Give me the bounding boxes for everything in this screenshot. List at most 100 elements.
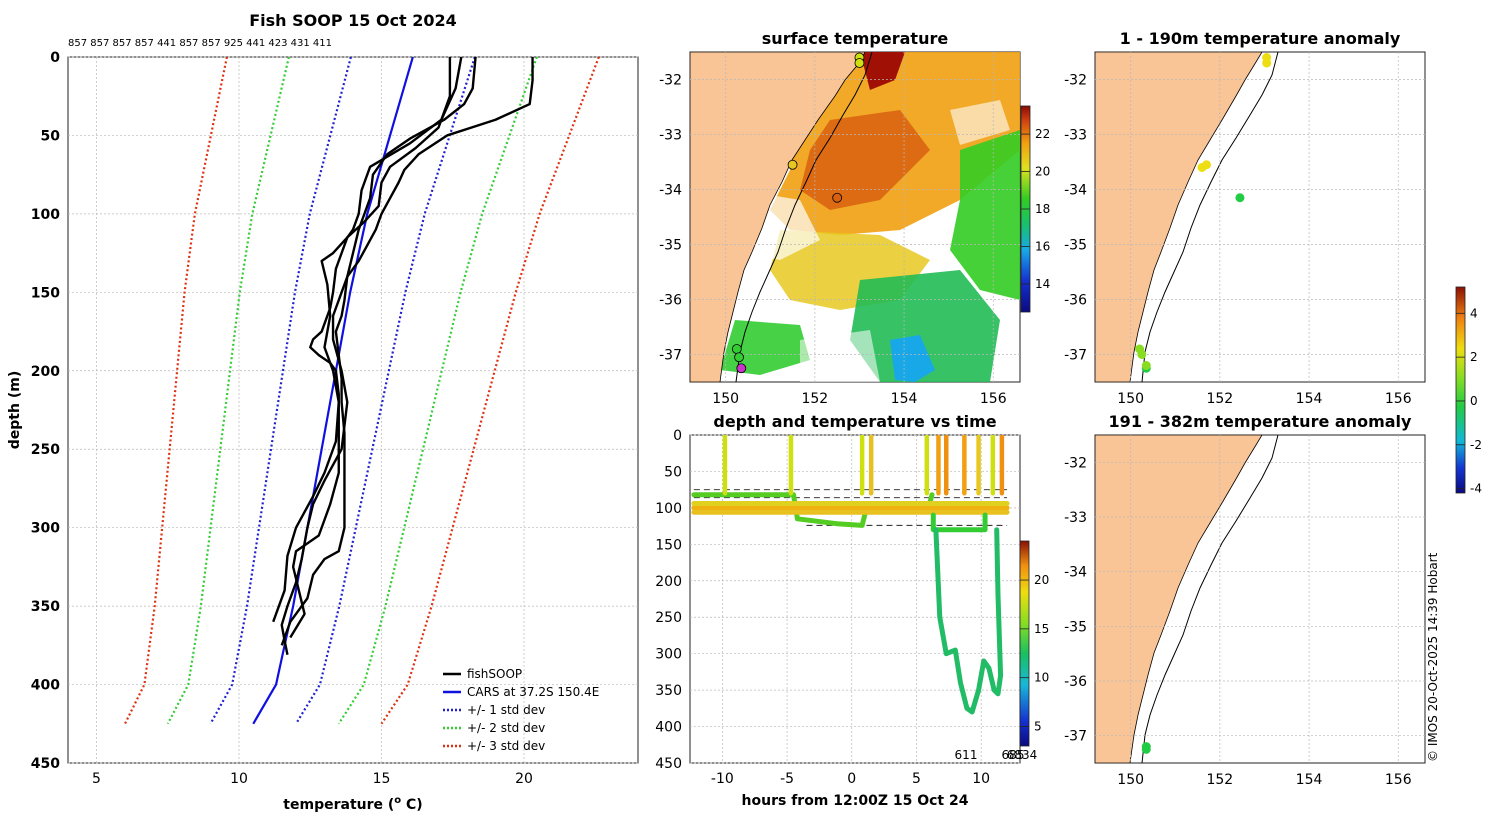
profile-ytick-label: 450 — [31, 756, 60, 772]
fishsoop-profile — [272, 57, 452, 623]
sst-station — [734, 352, 744, 363]
xlabel-sup: o — [394, 795, 401, 806]
profile-legend: fishSOOP CARS at 37.2S 150.4E +/- 1 std … — [443, 667, 599, 753]
map-xtick-label: 152 — [1206, 391, 1233, 407]
anomaly-top-point — [1235, 193, 1245, 203]
fishsoop-profile — [280, 57, 534, 655]
anomaly-top-points — [1135, 53, 1272, 373]
map-ytick-label: -36 — [659, 293, 682, 309]
anomaly-top-title: 1 - 190m temperature anomaly — [1120, 29, 1401, 48]
map-ytick-label: -35 — [659, 238, 682, 254]
timeseries-tracks — [691, 435, 1010, 715]
map-xtick-label: 156 — [980, 391, 1007, 407]
map-ytick-label: -33 — [1064, 128, 1087, 144]
xlabel-end: C) — [401, 797, 423, 813]
timeseries-track — [930, 512, 988, 533]
map-ytick-label: -35 — [1064, 619, 1087, 635]
timeseries-ytick-label: 100 — [655, 501, 682, 517]
anomaly-top-ticks: 150 152 154 156 -32 -33 -34 -35 -36 -37 — [1064, 73, 1412, 408]
anomaly-top-point — [1262, 58, 1272, 68]
map-xtick-label: 156 — [1385, 391, 1412, 407]
anomaly-bottom-title: 191 - 382m temperature anomaly — [1109, 412, 1412, 431]
map-ytick-label: -37 — [1064, 348, 1087, 364]
anomaly-top-shelf-contour — [1141, 52, 1279, 382]
anomaly-colorbar-ticks: -4 -2 0 2 4 — [1456, 306, 1482, 496]
sst-stations — [731, 52, 865, 374]
anomaly-colorbar — [1455, 286, 1466, 494]
legend-label-std2: +/- 2 std dev — [467, 721, 545, 735]
profile-xtick-label: 10 — [230, 771, 248, 787]
map-ytick-label: -33 — [659, 128, 682, 144]
timeseries-ytick-label: 450 — [655, 756, 682, 772]
timeseries-label-6834: 6834 — [1007, 748, 1038, 762]
map-ytick-label: -35 — [1064, 238, 1087, 254]
timeseries-label-611: 611 — [955, 748, 978, 762]
timeseries-xtick-label: 5 — [912, 771, 921, 787]
anomaly-top-panel: 150 152 154 156 -32 -33 -34 -35 -36 -37 1 - 190m … — [1064, 29, 1426, 408]
credit-footer: © IMOS 20-Oct-2025 14:39 Hobart — [1426, 552, 1440, 762]
legend-label-std1: +/- 1 std dev — [467, 703, 545, 717]
profile-ytick-label: 400 — [31, 678, 60, 694]
sst-blob-green-east — [950, 130, 1020, 300]
profile-xtick-label: 5 — [92, 771, 101, 787]
sst-colorbar-tick-label: 16 — [1035, 239, 1050, 253]
timeseries-colorbar-tick-label: 15 — [1034, 622, 1049, 636]
std-dev-curve — [209, 57, 352, 725]
anomaly-bottom-grid — [1095, 435, 1425, 763]
sst-colorbar-tick-label: 20 — [1035, 165, 1050, 179]
xlabel-text: temperature ( — [283, 797, 394, 813]
map-ytick-label: -37 — [1064, 729, 1087, 745]
sst-colorbar-ticks: 14 16 18 20 22 — [1021, 127, 1050, 291]
timeseries-colorbar-tick-label: 20 — [1034, 573, 1049, 587]
anomaly-bottom-ticks: 150 152 154 156 -32 -33 -34 -35 -36 -37 — [1064, 455, 1412, 788]
timeseries-ytick-label: 400 — [655, 720, 682, 736]
sst-panel: 150 152 154 156 -32 -33 -34 -35 -36 -37 surface t… — [659, 29, 1050, 407]
map-ytick-label: -37 — [659, 348, 682, 364]
map-ytick-label: -34 — [1064, 565, 1087, 581]
sst-colorbar-tick-label: 22 — [1035, 127, 1050, 141]
map-xtick-label: 150 — [1117, 772, 1144, 788]
anomaly-bottom-points — [1141, 742, 1151, 754]
timeseries-colorbar — [1019, 540, 1030, 747]
sst-colorbar-tick-label: 18 — [1035, 202, 1050, 216]
sst-grid — [690, 52, 1020, 382]
sst-station — [787, 159, 798, 170]
std-dev-curve — [124, 57, 228, 725]
profile-ytick-label: 150 — [31, 285, 60, 301]
map-ytick-label: -32 — [1064, 455, 1087, 471]
sst-title: surface temperature — [762, 29, 949, 48]
profile-ytick-label: 50 — [41, 128, 61, 144]
map-xtick-label: 154 — [891, 391, 918, 407]
timeseries-ytick-label: 200 — [655, 574, 682, 590]
fishsoop-profile — [289, 57, 463, 639]
anomaly-top-point — [1141, 361, 1151, 370]
timeseries-ytick-label: 350 — [655, 683, 682, 699]
map-xtick-label: 152 — [801, 391, 828, 407]
map-ytick-label: -32 — [1064, 73, 1087, 89]
anomaly-colorbar-tick-label: -4 — [1470, 482, 1482, 496]
std-dev-lines — [124, 57, 600, 725]
sst-station — [736, 363, 747, 374]
timeseries-colorbar-tick-label: 10 — [1034, 671, 1049, 685]
sst-station — [731, 344, 742, 354]
map-xtick-label: 150 — [1117, 391, 1144, 407]
timeseries-grid — [690, 434, 1020, 764]
timeseries-ytick-label: 150 — [655, 537, 682, 553]
sst-colorbar-tick-label: 14 — [1035, 277, 1050, 291]
map-ytick-label: -36 — [1064, 674, 1087, 690]
legend-label-std3: +/- 3 std dev — [467, 739, 545, 753]
sst-blob-hot — [860, 52, 905, 90]
map-xtick-label: 150 — [712, 391, 739, 407]
profile-axes — [67, 56, 639, 764]
timeseries-xtick-label: 0 — [847, 771, 856, 787]
profile-ytick-label: 100 — [31, 207, 60, 223]
legend-label-cars: CARS at 37.2S 150.4E — [467, 685, 599, 699]
map-ytick-label: -34 — [659, 183, 682, 199]
anomaly-colorbar-tick-label: -2 — [1470, 438, 1482, 452]
map-xtick-label: 152 — [1206, 772, 1233, 788]
sst-blob-green-south — [850, 270, 1000, 382]
timeseries-track — [933, 527, 1004, 715]
